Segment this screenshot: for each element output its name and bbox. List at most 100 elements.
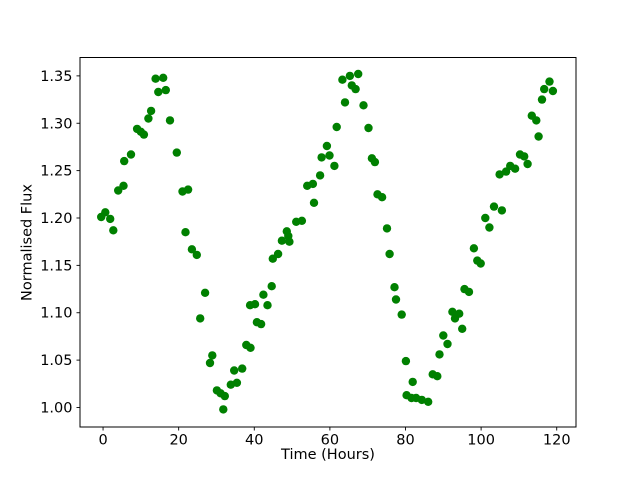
data-point — [439, 331, 448, 340]
data-point — [187, 245, 197, 254]
data-point — [208, 351, 217, 360]
data-point — [309, 198, 319, 207]
data-point — [159, 73, 168, 83]
data-point — [109, 226, 118, 235]
data-point — [435, 350, 444, 359]
data-point — [230, 366, 239, 375]
x-tick-label: 0 — [98, 433, 107, 449]
x-tick-label: 60 — [321, 433, 339, 449]
data-point — [377, 193, 387, 202]
data-point — [537, 95, 547, 104]
data-point — [192, 250, 201, 260]
data-point — [354, 69, 363, 79]
data-point — [151, 74, 160, 83]
data-point — [205, 358, 215, 368]
data-point — [263, 301, 272, 310]
data-point — [220, 391, 229, 401]
x-tick-label: 20 — [169, 433, 187, 449]
data-point — [297, 216, 307, 225]
data-point — [338, 75, 347, 84]
data-point — [351, 84, 360, 94]
data-point — [126, 150, 136, 159]
data-point — [433, 372, 442, 381]
data-point — [495, 170, 504, 179]
x-tick-label: 80 — [396, 433, 414, 449]
x-tick-label: 120 — [543, 433, 571, 449]
data-point — [120, 156, 129, 166]
data-point — [448, 307, 457, 316]
data-point — [317, 153, 326, 162]
data-point — [315, 171, 325, 180]
plot-frame — [79, 57, 577, 428]
data-point — [172, 148, 181, 157]
y-tick-label: 1.10 — [40, 306, 72, 322]
data-point — [144, 114, 153, 123]
data-point — [232, 378, 242, 387]
data-point — [408, 377, 417, 387]
data-point — [219, 405, 228, 414]
data-point — [259, 290, 268, 299]
y-tick-label: 1.00 — [40, 400, 72, 416]
data-point — [364, 123, 373, 133]
data-point — [370, 157, 380, 167]
data-point — [510, 164, 520, 173]
data-point — [424, 397, 433, 406]
data-point — [273, 249, 283, 259]
data-point — [390, 283, 399, 292]
data-point — [532, 116, 541, 125]
data-point — [497, 206, 507, 215]
y-axis-title: Normalised Flux — [19, 184, 36, 301]
data-point — [330, 161, 339, 171]
data-point — [489, 202, 499, 211]
x-axis-title: Time (Hours) — [281, 447, 375, 463]
data-point — [385, 249, 394, 259]
data-point — [322, 141, 332, 151]
x-tick-label: 40 — [245, 433, 263, 449]
data-point — [391, 295, 401, 304]
y-tick-label: 1.30 — [40, 116, 72, 132]
data-point — [325, 151, 334, 160]
data-point — [540, 84, 549, 94]
data-point — [485, 223, 494, 232]
data-point — [250, 300, 260, 309]
data-point — [181, 228, 190, 237]
y-tick-label: 1.25 — [40, 164, 72, 180]
data-point — [455, 309, 464, 318]
data-point — [154, 87, 163, 97]
data-point — [332, 122, 341, 132]
data-point — [469, 244, 479, 253]
data-point — [545, 77, 554, 86]
data-point — [476, 259, 485, 268]
y-tick-label: 1.20 — [40, 211, 72, 227]
data-point — [277, 236, 287, 245]
data-point — [238, 364, 247, 373]
data-point — [458, 324, 467, 333]
data-point — [146, 106, 156, 116]
x-tick-label: 100 — [467, 433, 495, 449]
data-point — [534, 132, 543, 141]
data-point — [165, 116, 175, 125]
data-point — [183, 185, 193, 194]
data-point — [106, 214, 115, 224]
data-point — [119, 181, 128, 190]
data-point — [464, 287, 474, 297]
data-point — [382, 224, 392, 233]
data-point — [340, 98, 350, 107]
data-point — [548, 86, 558, 96]
data-point — [443, 339, 452, 349]
data-point — [481, 213, 490, 223]
data-point — [161, 85, 170, 95]
data-point — [308, 179, 318, 189]
data-point — [523, 159, 532, 169]
data-point — [101, 208, 110, 217]
data-point — [200, 288, 210, 297]
data-point — [285, 237, 294, 246]
data-point — [520, 152, 529, 161]
data-point — [139, 130, 149, 139]
data-point — [256, 319, 266, 329]
data-point — [246, 343, 255, 352]
data-point — [401, 356, 411, 366]
data-point — [417, 395, 426, 405]
